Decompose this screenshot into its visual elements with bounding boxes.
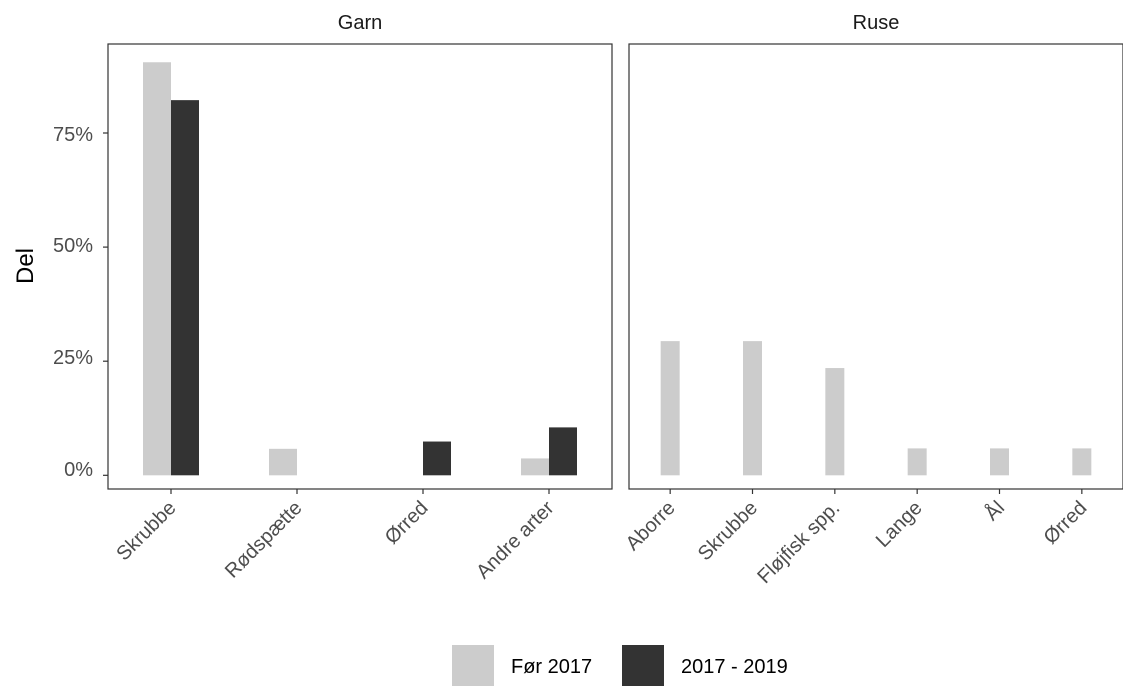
legend-swatch-before-2017	[452, 645, 494, 686]
bar	[660, 341, 680, 476]
panel-title-garn: Garn	[338, 12, 382, 34]
bar	[743, 341, 762, 476]
panel-border-garn	[107, 43, 613, 490]
y-tick-label: 75%	[53, 124, 93, 146]
x-tick-label: Fløjfisk spp.	[753, 497, 844, 588]
bar	[269, 448, 297, 476]
bar	[549, 427, 577, 476]
legend: Før 2017 2017 - 2019	[452, 645, 788, 686]
bar	[825, 368, 845, 476]
bar	[990, 448, 1009, 476]
bar	[143, 62, 171, 476]
bar	[907, 448, 927, 476]
bar	[1072, 448, 1092, 476]
x-tick-label: Rødspætte	[221, 497, 307, 583]
x-tick-label: Ål	[980, 496, 1009, 525]
panel-border-ruse	[628, 43, 1123, 490]
chart-marks: Skrubbe Rødspætte Ørred Andre arter Aborre Sk…	[103, 62, 1091, 588]
y-axis: 0% 25% 50% 75%	[53, 124, 93, 481]
x-tick-label: Ørred	[381, 497, 433, 549]
x-tick-label: Aborre	[622, 497, 680, 555]
panel-garn: Garn	[107, 12, 613, 490]
x-tick-label: Andre arter	[472, 497, 559, 584]
x-tick-label: Ørred	[1040, 497, 1092, 549]
x-tick-label: Skrubbe	[112, 497, 180, 565]
legend-label-2017-2019: 2017 - 2019	[681, 656, 788, 678]
y-tick-label: 25%	[53, 347, 93, 369]
panel-title-ruse: Ruse	[853, 12, 900, 34]
bar	[521, 458, 549, 476]
y-axis-title: Del	[12, 248, 39, 284]
y-tick-label: 0%	[64, 459, 93, 481]
legend-swatch-2017-2019	[622, 645, 664, 686]
y-tick-label: 50%	[53, 235, 93, 257]
x-tick-label: Lange	[872, 497, 927, 552]
x-tick-label: Skrubbe	[694, 497, 762, 565]
panel-ruse: Ruse	[628, 12, 1123, 490]
bar	[423, 441, 451, 476]
legend-label-before-2017: Før 2017	[511, 656, 592, 678]
bar	[171, 100, 199, 476]
